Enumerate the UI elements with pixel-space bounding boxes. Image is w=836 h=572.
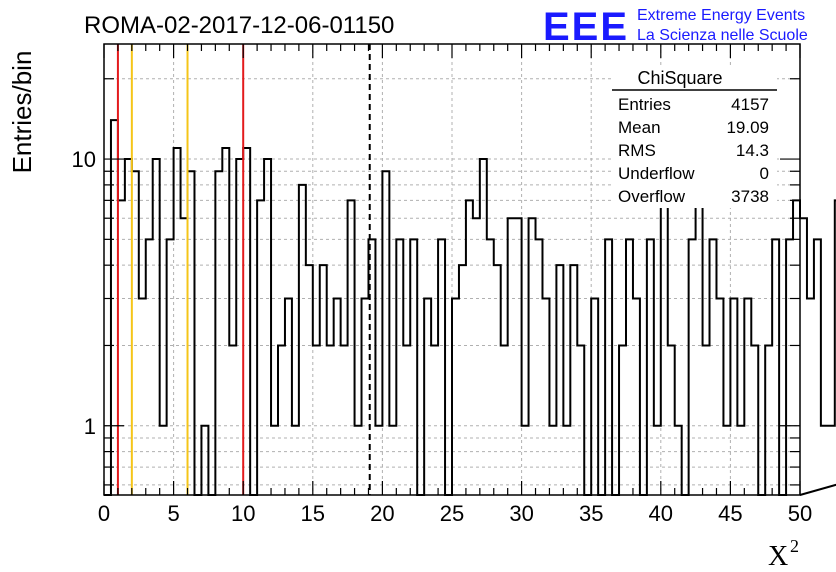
- stats-value: 0: [760, 164, 769, 183]
- y-tick-label: 1: [84, 414, 96, 439]
- logo-line1: Extreme Energy Events: [637, 7, 805, 24]
- chart-title: ROMA-02-2017-12-06-01150: [84, 12, 394, 39]
- stats-value: 4157: [731, 95, 769, 114]
- x-tick-label: 30: [509, 501, 533, 526]
- eee-logo: EEE Extreme Energy Events La Scienza nel…: [543, 5, 808, 49]
- stats-value: 14.3: [736, 141, 769, 160]
- stats-box: ChiSquare Entries 4157 Mean 19.09 RMS 14.3 Und…: [612, 66, 777, 208]
- stats-value: 3738: [731, 187, 769, 206]
- stats-label: Overflow: [618, 187, 686, 206]
- axes: 0 5 10 15 20 25 30 35 40 45 50 1 10: [72, 43, 812, 526]
- x-tick-label: 25: [440, 501, 464, 526]
- stats-label: Underflow: [618, 164, 695, 183]
- stats-label: Entries: [618, 95, 671, 114]
- stats-title: ChiSquare: [637, 68, 722, 88]
- x-tick-label: 15: [301, 501, 325, 526]
- x-tick-label: 10: [231, 501, 255, 526]
- x-axis-label-exponent: 2: [790, 536, 799, 556]
- y-axis-label: Entries/bin: [7, 51, 37, 174]
- stats-label: RMS: [618, 141, 656, 160]
- logo-mark: EEE: [543, 5, 629, 49]
- x-tick-label: 5: [167, 501, 179, 526]
- x-tick-label: 40: [649, 501, 673, 526]
- threshold-lines: [116, 44, 371, 495]
- logo-line2: La Scienza nelle Scuole: [637, 27, 808, 44]
- stats-value: 19.09: [726, 118, 769, 137]
- x-axis-label: X 2: [768, 536, 799, 572]
- x-tick-label: 50: [788, 501, 812, 526]
- y-tick-label: 10: [72, 147, 96, 172]
- x-tick-label: 0: [98, 501, 110, 526]
- x-axis-label-base: X: [768, 541, 788, 572]
- x-tick-label: 45: [718, 501, 742, 526]
- x-tick-label: 20: [370, 501, 394, 526]
- stats-rows: Entries 4157 Mean 19.09 RMS 14.3 Underflow 0 Ove…: [618, 95, 769, 206]
- x-tick-label: 35: [579, 501, 603, 526]
- stats-label: Mean: [618, 118, 661, 137]
